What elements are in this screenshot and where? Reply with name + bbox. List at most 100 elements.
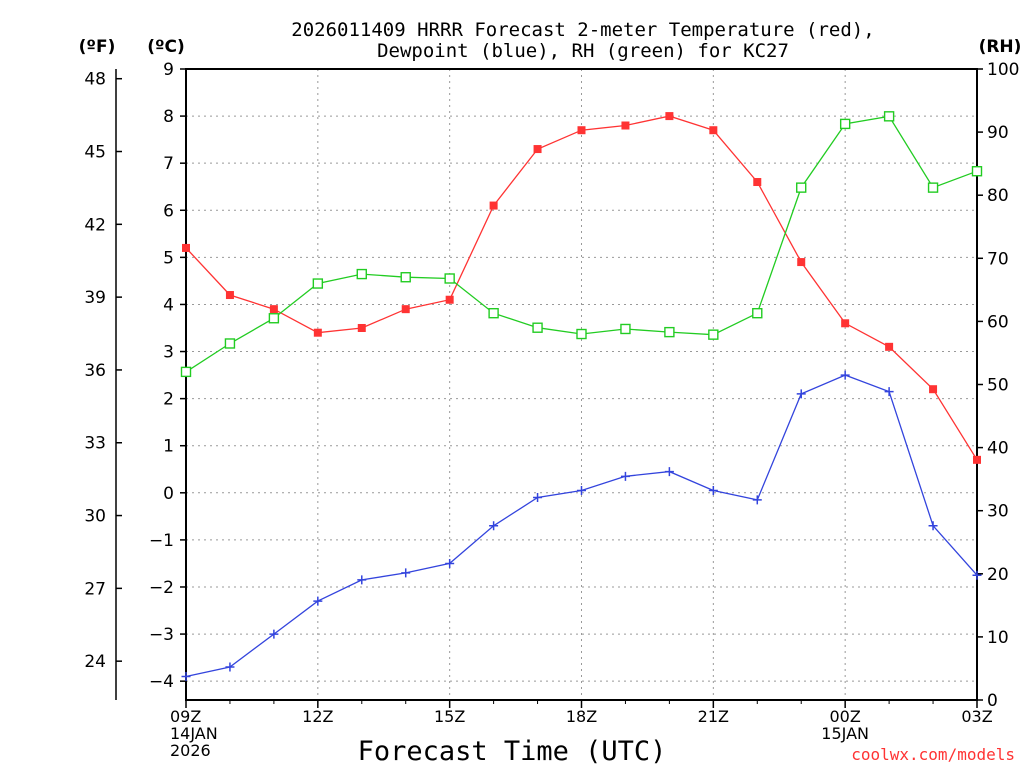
x-tick-label: 00Z (830, 707, 861, 726)
rh-tick-label: 50 (987, 376, 1009, 396)
celsius-tick-label: 2 (163, 390, 174, 410)
celsius-tick-label: 7 (163, 154, 174, 174)
rh-point (444, 273, 455, 284)
data-series (180, 111, 983, 681)
temperature-point (445, 295, 454, 304)
rh-point (224, 338, 236, 349)
temperature-point (401, 305, 410, 314)
celsius-tick-label: 3 (163, 343, 174, 363)
temperature-point (577, 126, 586, 135)
x-tick-label: 15Z (434, 707, 465, 726)
temperature-point (313, 328, 322, 337)
rh-unit-label: (RH) (979, 37, 1022, 57)
fahrenheit-unit-label: (ºF) (79, 37, 116, 57)
temperature-point (929, 385, 938, 394)
rh-point (971, 166, 983, 177)
fahrenheit-tick-label: 48 (84, 70, 106, 90)
x-axis-title: Forecast Time (UTC) (358, 736, 667, 767)
celsius-tick-label: 4 (163, 295, 174, 315)
temperature-point (753, 178, 762, 187)
rh-point (312, 278, 324, 289)
fahrenheit-tick-label: 39 (84, 288, 106, 308)
temperature-point (182, 243, 190, 252)
rh-point (927, 182, 939, 193)
temperature-point (621, 121, 630, 130)
dewpoint-point (752, 495, 762, 505)
rh-point (883, 111, 895, 122)
x-tick-label: 12Z (302, 707, 333, 726)
fahrenheit-tick-label: 24 (84, 652, 106, 672)
credit-text: coolwx.com/models (851, 745, 1015, 764)
temperature-point (973, 455, 981, 464)
temperature-series-line (185, 115, 978, 461)
dewpoint-point (357, 575, 367, 585)
dewpoint-point (928, 521, 938, 531)
rh-point (796, 182, 807, 193)
dewpoint-point (489, 521, 499, 531)
celsius-tick-label: 1 (163, 437, 174, 457)
rh-tick-label: 40 (987, 439, 1009, 459)
rh-tick-label: 70 (987, 249, 1009, 269)
dewpoint-point (445, 558, 455, 568)
rh-tick-label: 80 (987, 186, 1009, 206)
celsius-tick-label: 0 (163, 484, 174, 504)
rh-tick-label: 90 (987, 123, 1009, 143)
grid-lines (186, 69, 977, 700)
dewpoint-point (401, 568, 411, 578)
x-tick-label: 2026 (170, 741, 211, 760)
temperature-point (269, 305, 278, 314)
dewpoint-point (577, 485, 586, 495)
dewpoint-point (840, 370, 850, 380)
rh-point (664, 326, 675, 338)
rh-tick-label: 10 (987, 628, 1009, 648)
rh-point (752, 307, 763, 319)
rh-tick-label: 100 (987, 60, 1019, 80)
celsius-tick-label: −4 (149, 672, 174, 692)
dewpoint-point (972, 570, 982, 580)
rh-point (620, 323, 631, 335)
rh-point (708, 329, 719, 340)
celsius-tick-label: −3 (149, 625, 174, 645)
rh-point (488, 307, 499, 319)
fahrenheit-tick-label: 27 (84, 579, 106, 599)
x-tick-label: 21Z (698, 707, 729, 726)
dewpoint-point (708, 485, 718, 495)
temperature-point (797, 258, 806, 267)
celsius-tick-label: 5 (163, 248, 174, 268)
dewpoint-point (181, 671, 191, 681)
temperature-point (489, 201, 498, 210)
temperature-point (885, 342, 894, 351)
rh-tick-label: 20 (987, 565, 1009, 585)
rh-point (532, 322, 543, 333)
rh-point (356, 268, 367, 280)
x-tick-label: 14JAN (170, 724, 218, 743)
x-tick-label: 15JAN (821, 724, 869, 743)
temperature-point (841, 319, 850, 328)
fahrenheit-tick-label: 45 (84, 143, 106, 163)
dewpoint-point (313, 596, 323, 606)
celsius-tick-label: 9 (163, 60, 174, 80)
fahrenheit-tick-label: 36 (84, 361, 106, 381)
rh-point (400, 272, 411, 283)
fahrenheit-tick-label: 33 (84, 434, 106, 454)
celsius-tick-label: 6 (163, 201, 174, 221)
temperature-point (357, 323, 366, 332)
x-tick-label: 03Z (961, 707, 992, 726)
temperature-point (665, 112, 674, 121)
dewpoint-point (664, 467, 674, 477)
dewpoint-point (796, 389, 806, 399)
rh-tick-label: 0 (987, 691, 998, 711)
x-tick-label: 18Z (566, 707, 597, 726)
x-tick-label: 09Z (170, 707, 201, 726)
chart-title-line-1: 2026011409 HRRR Forecast 2-meter Tempera… (291, 19, 874, 41)
celsius-tick-label: 8 (163, 107, 174, 127)
temperature-point (225, 291, 234, 300)
rh-tick-label: 60 (987, 312, 1009, 332)
rh-point (839, 118, 851, 130)
chart-title-line-2: Dewpoint (blue), RH (green) for KC27 (377, 40, 789, 62)
celsius-unit-label: (ºC) (147, 37, 185, 57)
rh-point (180, 366, 192, 378)
fahrenheit-tick-label: 42 (84, 215, 106, 235)
